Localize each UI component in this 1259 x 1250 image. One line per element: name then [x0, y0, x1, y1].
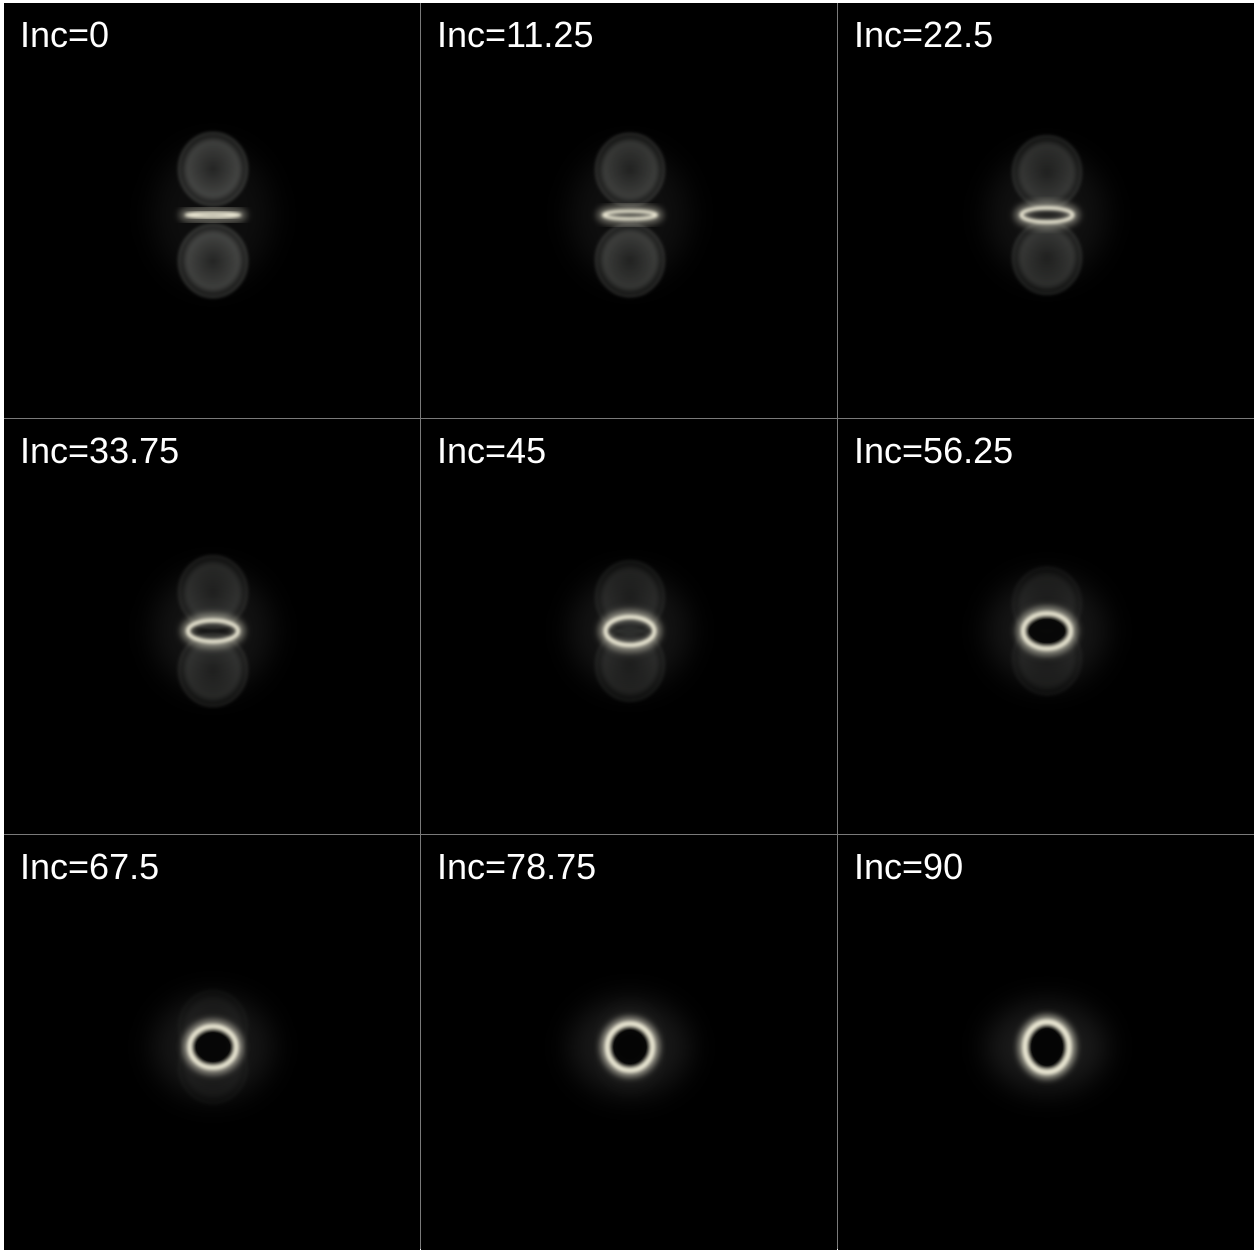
panel-inc-11-25: Inc=11.25	[421, 3, 837, 418]
panel-label: Inc=78.75	[437, 846, 597, 887]
render-image	[153, 989, 273, 1105]
central-ring	[1022, 1019, 1072, 1075]
upper-lobe	[179, 133, 247, 205]
central-ring	[603, 614, 657, 648]
panel-inc-33-75: Inc=33.75	[4, 419, 420, 834]
panel-label: Inc=45	[437, 430, 547, 471]
upper-lobe	[1013, 136, 1081, 209]
panel-label: Inc=67.5	[20, 846, 160, 887]
central-ring	[605, 1021, 655, 1073]
render-image	[987, 1002, 1107, 1092]
lower-lobe	[596, 224, 664, 297]
panel-inc-56-25: Inc=56.25	[838, 419, 1254, 834]
render-image	[570, 560, 690, 702]
render-image	[987, 566, 1107, 696]
panel-inc-90: Inc=90	[838, 835, 1254, 1250]
central-ring	[184, 211, 242, 219]
render-image	[153, 132, 273, 298]
render-image	[987, 135, 1107, 295]
render-image	[570, 998, 690, 1096]
ring-glow	[179, 206, 247, 224]
panel-label: Inc=0	[20, 14, 110, 55]
panel-inc-0: Inc=0	[4, 3, 420, 418]
central-ring	[1019, 206, 1075, 224]
panel-inc-67-5: Inc=67.5	[4, 835, 420, 1250]
render-image	[153, 555, 273, 707]
central-ring	[187, 1024, 239, 1070]
lower-lobe	[179, 633, 247, 706]
central-ring	[1021, 611, 1073, 651]
ring-glow	[1014, 200, 1080, 230]
upper-lobe	[596, 133, 664, 206]
panel-label: Inc=11.25	[437, 14, 594, 55]
panel-label: Inc=33.75	[20, 430, 180, 471]
ring-glow	[180, 613, 246, 649]
upper-lobe-rim	[178, 132, 248, 206]
ring-glow	[596, 204, 664, 226]
lower-lobe	[1013, 221, 1081, 294]
lower-lobe	[179, 225, 247, 297]
upper-lobe-rim	[178, 555, 248, 630]
panel-inc-22-5: Inc=22.5	[838, 3, 1254, 418]
panel-inc-78-75: Inc=78.75	[421, 835, 837, 1250]
panel-label: Inc=22.5	[854, 14, 994, 55]
lower-lobe-rim	[178, 632, 248, 707]
central-ring	[186, 618, 240, 644]
render-image	[570, 132, 690, 298]
image-grid: Inc=0 Inc=11.25 Inc=22.5 Inc=33.75 Inc=4…	[4, 3, 1254, 1250]
panel-label: Inc=56.25	[854, 430, 1014, 471]
panel-label: Inc=90	[854, 846, 964, 887]
lower-lobe-rim	[178, 224, 248, 298]
central-ring	[602, 209, 658, 221]
panel-inc-45: Inc=45	[421, 419, 837, 834]
upper-lobe	[179, 556, 247, 629]
lower-lobe-rim	[595, 627, 665, 702]
